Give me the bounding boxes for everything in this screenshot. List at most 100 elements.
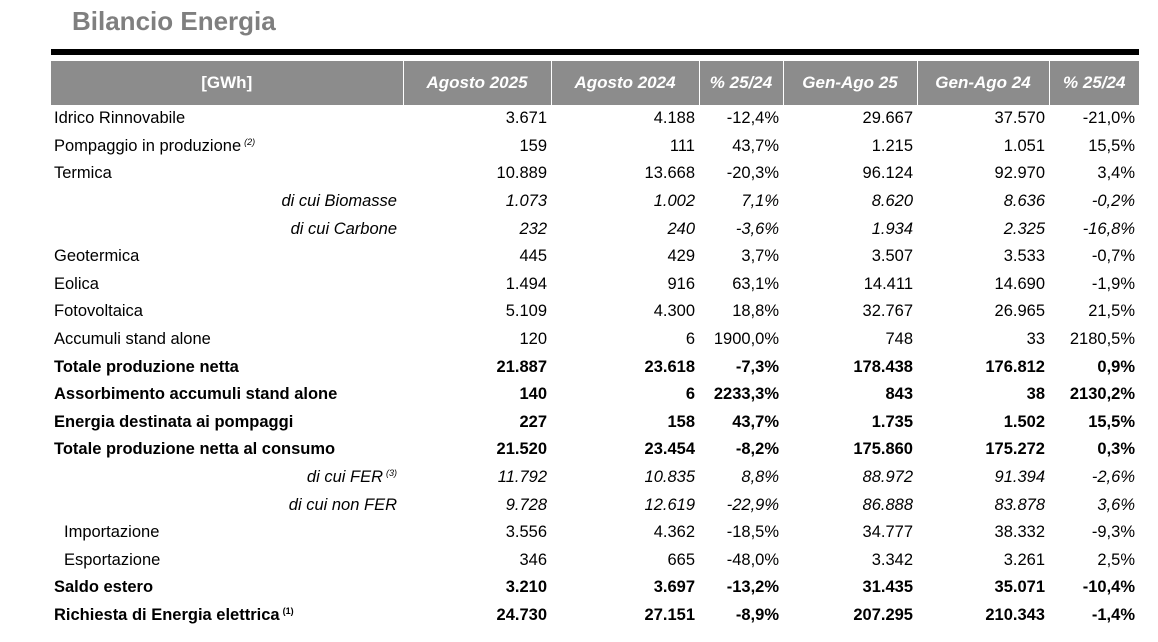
value-cell: 18,8% [732, 302, 779, 321]
value-cell: 240 [667, 219, 695, 238]
row-label: Eolica [54, 274, 99, 293]
title-divider [51, 49, 1139, 55]
table-row: Eolica 1.494 916 63,1% 14.411 14.690 -1,9% [51, 271, 1139, 299]
row-label: Accumuli stand alone [54, 330, 211, 349]
value-cell: 27.151 [644, 605, 695, 624]
value-cell: 12.619 [644, 495, 695, 514]
value-cell: 38 [1026, 385, 1045, 404]
table-row: Accumuli stand alone 120 6 1900,0% 748 33 2180… [51, 326, 1139, 354]
value-cell: 13.668 [644, 164, 695, 183]
table-row: di cui Biomasse 1.073 1.002 7,1% 8.620 8.636 -… [51, 188, 1139, 216]
value-cell: -21,0% [1082, 109, 1135, 128]
row-label: di cui FER [306, 468, 383, 487]
value-cell: -12,4% [726, 109, 779, 128]
value-cell: 1900,0% [713, 330, 779, 349]
value-cell: 3,6% [1097, 495, 1135, 514]
table-row: Geotermica 445 429 3,7% 3.507 3.533 -0,7% [51, 243, 1139, 271]
value-cell: 5.109 [505, 302, 547, 321]
row-label: Idrico Rinnovabile [54, 109, 186, 128]
footnote-marker: (2) [244, 136, 256, 147]
row-label: Geotermica [54, 247, 140, 266]
value-cell: 26.965 [994, 302, 1045, 321]
value-cell: 91.394 [994, 468, 1045, 487]
column-header-gen-ago-25: Gen-Ago 25 [783, 61, 918, 105]
column-header-agosto-2025: Agosto 2025 [403, 61, 552, 105]
value-cell: -16,8% [1082, 219, 1135, 238]
value-cell: 7,1% [741, 192, 779, 211]
row-label-cell: Termica [51, 160, 403, 188]
row-label-cell: Energia destinata ai pompaggi [51, 409, 403, 437]
table-row: Totale produzione netta 21.887 23.618 -7,3%… [51, 353, 1139, 381]
value-cell: 916 [667, 274, 695, 293]
value-cell: 3.342 [871, 550, 913, 569]
value-cell: 32.767 [862, 302, 913, 321]
table-row: Energia destinata ai pompaggi 227 158 43,7%… [51, 409, 1139, 437]
value-cell: 23.454 [644, 440, 695, 459]
row-label-cell: Saldo estero [51, 574, 403, 602]
row-label-cell: di cui Carbone [51, 215, 403, 243]
row-label-cell: Idrico Rinnovabile [51, 105, 403, 133]
value-cell: -48,0% [726, 550, 779, 569]
value-cell: 175.272 [985, 440, 1045, 459]
value-cell: 92.970 [994, 164, 1045, 183]
row-label-cell: Pompaggio in produzione (2) [51, 133, 403, 161]
column-header-gen-ago-24: Gen-Ago 24 [917, 61, 1050, 105]
value-cell: 140 [519, 385, 547, 404]
value-cell: 178.438 [853, 357, 913, 376]
value-cell: 1.051 [1003, 136, 1045, 155]
row-label: Richiesta di Energia elettrica [54, 605, 280, 624]
value-cell: 2.325 [1003, 219, 1045, 238]
value-cell: 445 [519, 247, 547, 266]
row-label-cell: di cui non FER [51, 491, 403, 519]
value-cell: 0,9% [1097, 357, 1135, 376]
value-cell: -9,3% [1091, 523, 1135, 542]
table-row: di cui non FER 9.728 12.619 -22,9% 86.888 83.… [51, 491, 1139, 519]
value-cell: -8,2% [735, 440, 779, 459]
value-cell: -0,2% [1091, 192, 1135, 211]
value-cell: 2130,2% [1069, 385, 1135, 404]
value-cell: 8,8% [741, 468, 779, 487]
value-cell: 6 [685, 330, 695, 349]
column-header-pct-ytd: % 25/24 [1049, 61, 1139, 105]
value-cell: 207.295 [853, 605, 913, 624]
row-label-cell: Assorbimento accumuli stand alone [51, 381, 403, 409]
row-label-cell: Accumuli stand alone [51, 326, 403, 354]
table-row: Termica 10.889 13.668 -20,3% 96.124 92.970 3,4… [51, 160, 1139, 188]
value-cell: 227 [519, 412, 547, 431]
table-row: Esportazione 346 665 -48,0% 3.342 3.261 2,5% [51, 547, 1139, 575]
value-cell: 1.934 [871, 219, 913, 238]
row-label: Importazione [64, 523, 160, 542]
column-header-unit: [GWh] [51, 61, 404, 105]
value-cell: 3.697 [653, 578, 695, 597]
value-cell: 1.735 [871, 412, 913, 431]
energy-balance-table: [GWh] Agosto 2025 Agosto 2024 % 25/24 Ge… [51, 61, 1139, 629]
value-cell: -20,3% [726, 164, 779, 183]
value-cell: 3.210 [505, 578, 547, 597]
value-cell: 63,1% [732, 274, 779, 293]
value-cell: 175.860 [853, 440, 913, 459]
table-row: Assorbimento accumuli stand alone 140 6 223… [51, 381, 1139, 409]
value-cell: 3,4% [1097, 164, 1135, 183]
column-header-pct-month: % 25/24 [699, 61, 784, 105]
value-cell: 33 [1026, 330, 1045, 349]
value-cell: 4.362 [653, 523, 695, 542]
row-label: Totale produzione netta [54, 357, 239, 376]
value-cell: 159 [519, 136, 547, 155]
value-cell: -2,6% [1091, 468, 1135, 487]
value-cell: 9.728 [505, 495, 547, 514]
row-label-cell: di cui Biomasse [51, 188, 403, 216]
value-cell: 4.300 [653, 302, 695, 321]
value-cell: 1.494 [505, 274, 547, 293]
table-row: Fotovoltaica 5.109 4.300 18,8% 32.767 26.965 2… [51, 298, 1139, 326]
value-cell: 10.835 [644, 468, 695, 487]
row-label: di cui non FER [288, 495, 397, 514]
value-cell: 2180,5% [1069, 330, 1135, 349]
value-cell: 10.889 [496, 164, 547, 183]
value-cell: 21,5% [1088, 302, 1135, 321]
row-label-cell: Importazione [51, 519, 403, 547]
row-label-cell: Esportazione [51, 547, 403, 575]
value-cell: -13,2% [726, 578, 779, 597]
value-cell: 1.215 [871, 136, 913, 155]
column-header-agosto-2024: Agosto 2024 [551, 61, 700, 105]
value-cell: -8,9% [735, 605, 779, 624]
